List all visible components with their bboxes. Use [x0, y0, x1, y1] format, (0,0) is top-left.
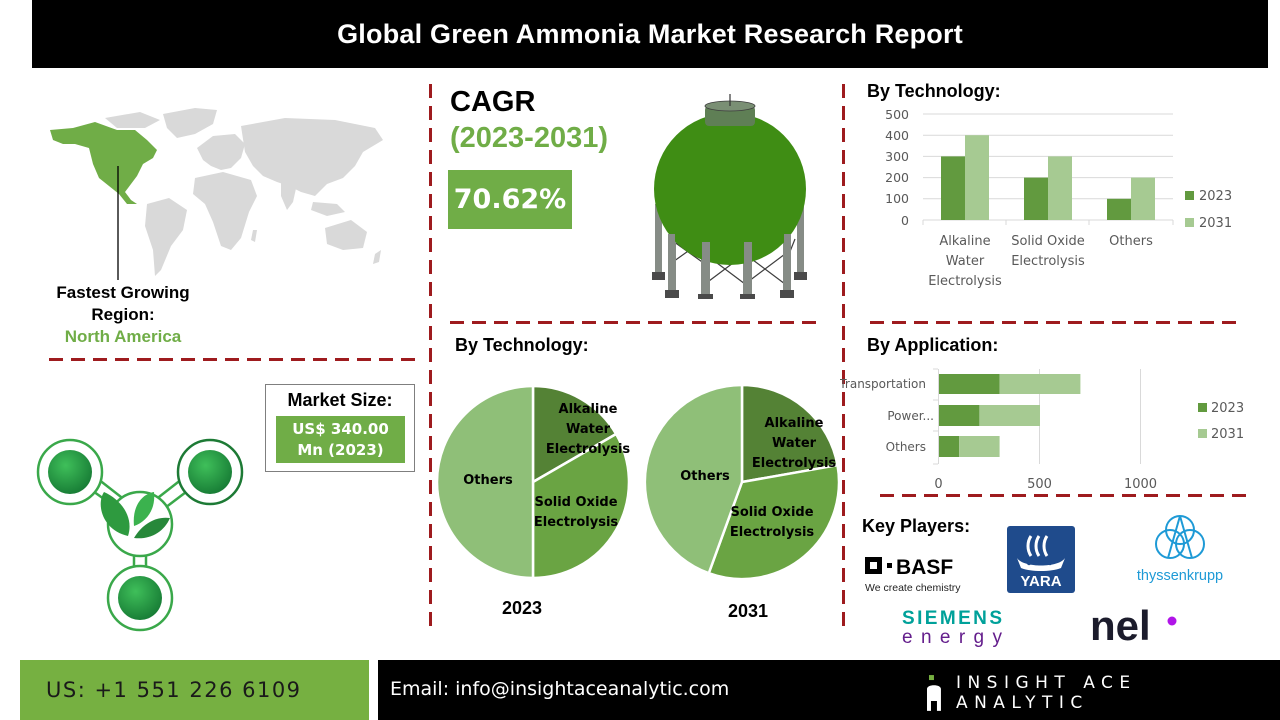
region-value: North America — [64, 327, 182, 346]
svg-text:SIEMENS: SIEMENS — [902, 608, 1002, 629]
insight-ace-logo-icon — [926, 675, 941, 711]
basf-logo: BASF We create chemistry — [865, 555, 975, 595]
thyssenkrupp-logo: thyssenkrupp — [1128, 510, 1233, 586]
svg-text:1000: 1000 — [1124, 477, 1157, 492]
svg-text:400: 400 — [885, 128, 909, 143]
svg-text:2031: 2031 — [1199, 216, 1232, 231]
cagr-value: 70.62% — [448, 170, 572, 229]
market-size-title: Market Size: — [287, 390, 393, 410]
cagr-period: (2023-2031) — [450, 122, 608, 154]
brand-name: INSIGHT ACE ANALYTIC — [955, 673, 1137, 713]
svg-text:Power...: Power... — [887, 409, 934, 423]
svg-text:2031: 2031 — [1211, 427, 1244, 442]
pie-2023-label-others: Others — [463, 473, 513, 488]
tech-bar-title: By Technology: — [867, 81, 1001, 101]
svg-text:thyssenkrupp: thyssenkrupp — [1137, 568, 1223, 584]
svg-text:200: 200 — [885, 170, 909, 185]
report-header: Global Green Ammonia Market Research Rep… — [32, 0, 1268, 68]
svg-text:Electrolysis: Electrolysis — [1011, 254, 1085, 269]
footer-phone[interactable]: US: +1 551 226 6109 — [20, 660, 369, 720]
north-america-region — [50, 122, 157, 204]
application-title: By Application: — [867, 335, 999, 355]
svg-text:2023: 2023 — [1199, 189, 1232, 204]
market-size-card: Market Size: US$ 340.00 Mn (2023) — [265, 384, 415, 472]
technology-pie-2023 — [436, 385, 630, 579]
fastest-growing-region: Fastest Growing Region: North America — [40, 282, 206, 348]
tech-pie-title: By Technology: — [455, 335, 589, 355]
yara-logo: YARA — [1007, 526, 1075, 593]
svg-text:500: 500 — [885, 107, 909, 122]
molecule-leaf-icon — [36, 438, 244, 632]
pie-2023-label-solid-oxide: Solid Oxide Electrolysis — [533, 495, 619, 530]
divider-tech-bar — [870, 321, 1236, 324]
market-size-amount: US$ 340.00 — [292, 420, 389, 438]
technology-pie-2031 — [644, 384, 840, 580]
footer-contact-bar: Email: info@insightaceanalytic.com INSIG… — [378, 660, 1280, 720]
svg-text:2023: 2023 — [1211, 401, 1244, 416]
svg-text:energy: energy — [902, 627, 1003, 647]
world-map — [50, 108, 383, 280]
svg-text:We create chemistry: We create chemistry — [865, 582, 961, 594]
svg-text:300: 300 — [885, 149, 909, 164]
siemens-energy-logo: SIEMENS energy — [902, 607, 1007, 648]
pie-2023-caption: 2023 — [502, 598, 543, 618]
insight-ace-brand: INSIGHT ACE ANALYTIC — [926, 673, 1280, 713]
svg-text:BASF: BASF — [896, 556, 953, 579]
pie-2031-label-others: Others — [680, 469, 730, 484]
divider-application — [880, 494, 1246, 497]
svg-text:Transportation: Transportation — [840, 377, 926, 391]
svg-text:nel: nel — [1090, 602, 1151, 646]
svg-text:Alkaline: Alkaline — [939, 234, 990, 249]
region-label-line2: Region: — [91, 305, 155, 324]
region-label-line1: Fastest Growing — [56, 283, 190, 302]
market-size-year: Mn (2023) — [297, 441, 384, 459]
pie-2031-label-solid-oxide: Solid Oxide Electrolysis — [729, 505, 815, 540]
svg-text:500: 500 — [1027, 477, 1052, 492]
pie-2031-caption: 2031 — [728, 601, 769, 621]
svg-text:Solid Oxide: Solid Oxide — [1011, 234, 1085, 249]
pie-2031-label-alkaline: Alkaline Water Electrolysis — [751, 416, 837, 471]
technology-bar-chart: 500 400 300 200 100 0 Alkaline Water Electroly… — [885, 107, 1232, 289]
svg-text:0: 0 — [934, 477, 942, 492]
phone-number[interactable]: US: +1 551 226 6109 — [46, 678, 302, 702]
divider-vertical-left — [429, 84, 432, 630]
key-players-title: Key Players: — [862, 516, 971, 536]
svg-text:0: 0 — [901, 213, 909, 228]
svg-text:YARA: YARA — [1020, 573, 1061, 590]
email-link[interactable]: Email: info@insightaceanalytic.com — [390, 678, 730, 700]
cagr-title: CAGR — [450, 86, 536, 118]
market-size-value: US$ 340.00 Mn (2023) — [276, 416, 405, 463]
ammonia-tank-illustration — [652, 94, 807, 299]
divider-cagr — [450, 321, 816, 324]
svg-text:100: 100 — [885, 191, 909, 206]
svg-text:Others: Others — [1109, 234, 1153, 249]
svg-text:Others: Others — [886, 440, 926, 454]
svg-text:Water: Water — [946, 254, 985, 269]
divider-vertical-right — [842, 84, 845, 630]
pie-2023-label-alkaline: Alkaline Water Electrolysis — [545, 402, 631, 457]
svg-text:Electrolysis: Electrolysis — [928, 274, 1002, 289]
application-bar-chart: Transportation Power... Others 0 500 1000 … — [840, 368, 1244, 492]
report-title: Global Green Ammonia Market Research Rep… — [337, 18, 963, 49]
divider-map — [49, 358, 415, 361]
nel-logo: nel — [1090, 602, 1185, 649]
